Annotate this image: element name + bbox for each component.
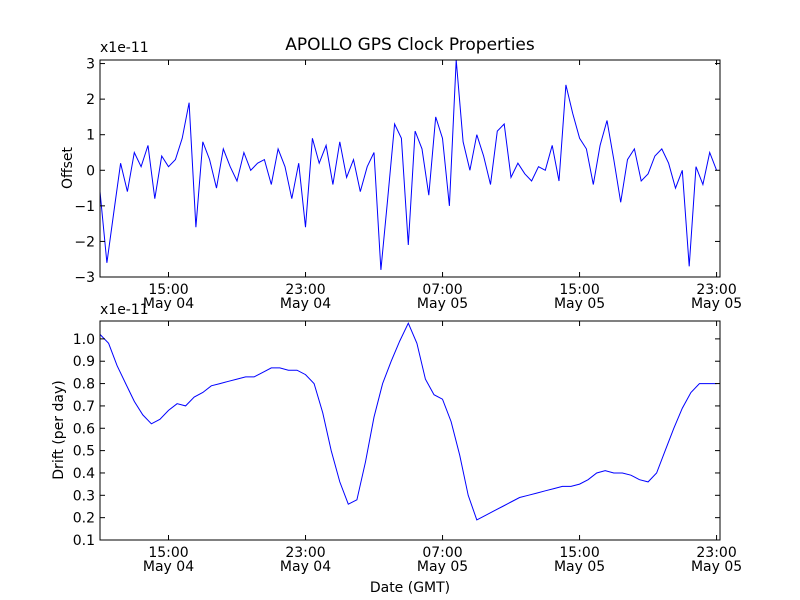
drift-axes-frame — [99, 320, 721, 541]
offset-series-line — [100, 60, 718, 270]
drift-plot-area — [100, 321, 720, 540]
offset-y-tick-label: 0 — [86, 163, 95, 179]
drift-exponent-label: x1e-11 — [100, 302, 149, 318]
drift-x-tick-label-time: 07:00 — [422, 545, 462, 561]
offset-x-tick-label-time: 15:00 — [559, 282, 599, 298]
offset-y-axis-label: Offset — [60, 146, 76, 189]
drift-y-tick-label: 0.5 — [73, 444, 95, 460]
drift-y-tick-label: 0.8 — [73, 377, 95, 393]
offset-y-tick-label: 2 — [86, 92, 95, 108]
drift-panel: 0.10.20.30.40.50.60.70.80.91.0 15:00May … — [51, 302, 742, 596]
offset-y-tick-label: 1 — [86, 128, 95, 144]
drift-x-tick-label-date: May 05 — [417, 559, 468, 575]
offset-x-tick-label-time: 07:00 — [422, 282, 462, 298]
drift-y-tick-label: 0.6 — [73, 421, 95, 437]
offset-x-tick-label-date: May 04 — [143, 296, 194, 312]
offset-x-tick-label-date: May 05 — [554, 296, 605, 312]
drift-y-tick-label: 0.9 — [73, 354, 95, 370]
drift-y-axis-label: Drift (per day) — [51, 380, 67, 479]
drift-y-tick-label: 0.4 — [73, 466, 95, 482]
drift-x-tick-label-time: 15:00 — [559, 545, 599, 561]
offset-y-tick-label: 3 — [86, 57, 95, 73]
drift-y-tick-label: 0.2 — [73, 511, 95, 527]
offset-x-tick-label-date: May 05 — [417, 296, 468, 312]
drift-x-tick-label-time: 23:00 — [696, 545, 736, 561]
drift-x-tick-label-date: May 05 — [554, 559, 605, 575]
drift-x-tick-label-date: May 05 — [691, 559, 742, 575]
offset-plot-area — [100, 60, 720, 277]
drift-y-tick-label: 0.3 — [73, 488, 95, 504]
offset-x-tick-label-time: 15:00 — [148, 282, 188, 298]
drift-y-tick-label: 0.7 — [73, 399, 95, 415]
drift-x-tick-label-time: 15:00 — [148, 545, 188, 561]
drift-x-tick-label-date: May 04 — [143, 559, 194, 575]
offset-x-tick-label-date: May 05 — [691, 296, 742, 312]
offset-x-tick-label-date: May 04 — [280, 296, 331, 312]
offset-x-tick-label-time: 23:00 — [285, 282, 325, 298]
chart-title: APOLLO GPS Clock Properties — [285, 35, 535, 55]
offset-exponent-label: x1e-11 — [100, 40, 149, 56]
offset-y-tick-label: −2 — [74, 234, 95, 250]
offset-y-tick-label: −3 — [74, 270, 95, 286]
offset-x-tick-label-time: 23:00 — [696, 282, 736, 298]
drift-x-tick-label-time: 23:00 — [285, 545, 325, 561]
drift-x-tick-label-date: May 04 — [280, 559, 331, 575]
drift-x-axis-label: Date (GMT) — [370, 580, 450, 596]
offset-y-tick-label: −1 — [74, 199, 95, 215]
drift-y-tick-label: 1.0 — [73, 332, 95, 348]
offset-y-ticks: −3 −2 −1 0 1 2 3 — [74, 57, 720, 286]
drift-y-ticks: 0.1 0.2 0.3 0.4 0.5 0.6 0.7 0.8 0.9 1.0 — [73, 332, 720, 549]
drift-y-tick-label: 0.1 — [73, 533, 95, 549]
drift-series-line — [100, 321, 717, 521]
offset-axes-frame — [99, 59, 721, 278]
